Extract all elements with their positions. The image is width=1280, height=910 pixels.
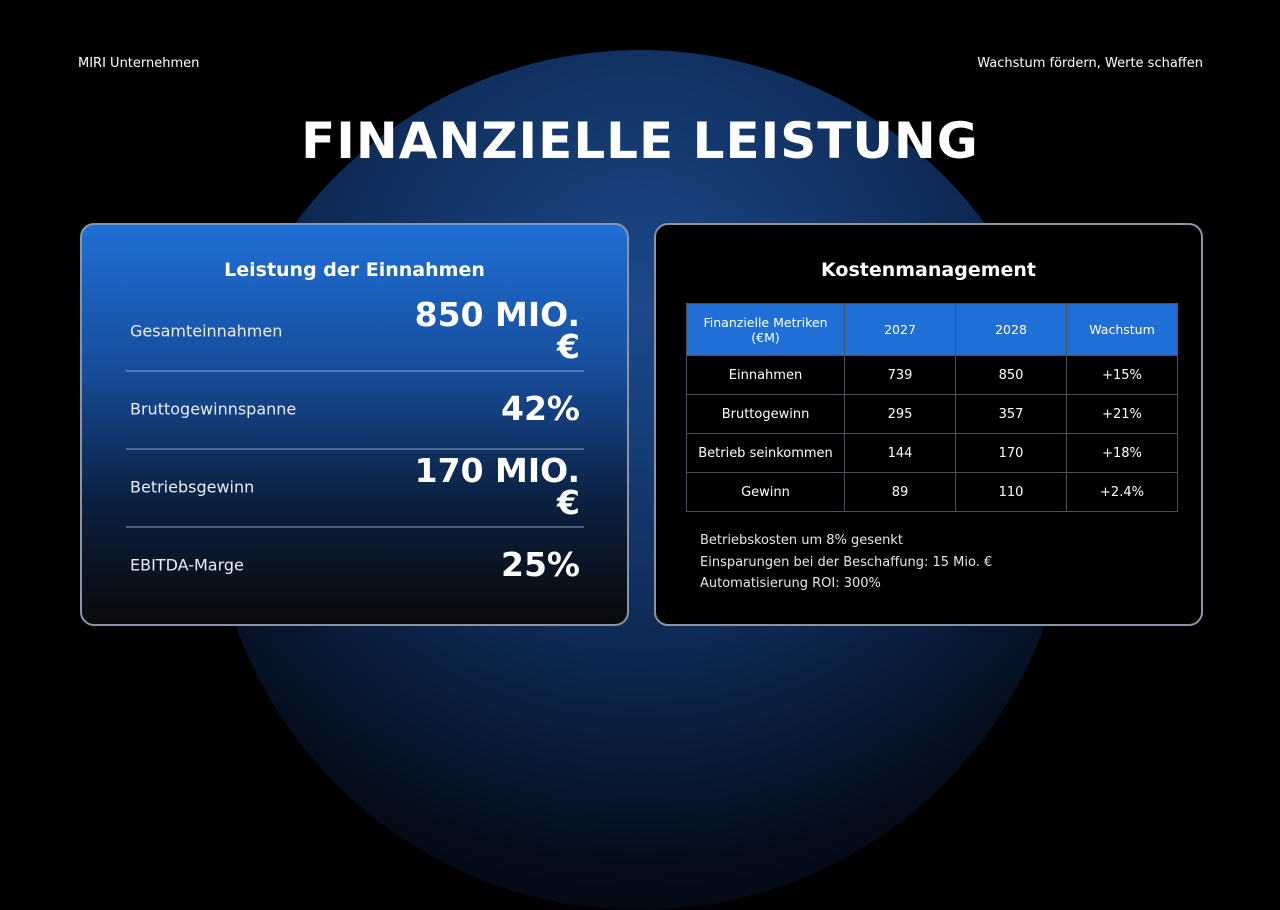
- tagline: Wachstum fördern, Werte schaffen: [977, 56, 1203, 71]
- table-cell: 170: [955, 433, 1067, 473]
- table-cell: Einnahmen: [686, 355, 845, 395]
- column-header: 2028: [955, 303, 1067, 356]
- note: Automatisierung ROI: 300%: [700, 576, 881, 591]
- table-cell: 110: [955, 472, 1067, 512]
- table-cell: 144: [844, 433, 956, 473]
- metric-label: Gesamteinnahmen: [130, 321, 283, 341]
- metric-value: 25%: [501, 545, 580, 584]
- metric-value: 850 MIO. €: [414, 295, 580, 366]
- metric-row: Bruttogewinnspanne 42%: [126, 370, 584, 450]
- card-heading: Leistung der Einnahmen: [224, 259, 485, 281]
- column-header: Finanzielle Metriken (€M): [686, 303, 845, 356]
- metric-label: EBITDA-Marge: [130, 555, 244, 575]
- cost-card: Kostenmanagement Finanzielle Metriken (€…: [654, 223, 1203, 626]
- card-heading: Kostenmanagement: [821, 259, 1036, 281]
- column-header: 2027: [844, 303, 956, 356]
- metric-row: EBITDA-Marge 25%: [126, 526, 584, 604]
- table-row: Betrieb seinkommen 144 170 +18%: [686, 433, 1178, 473]
- metric-label: Betriebsgewinn: [130, 477, 255, 497]
- table-cell: 357: [955, 394, 1067, 434]
- notes: Betriebskosten um 8% gesenkt Einsparungen…: [700, 530, 992, 595]
- table-row: Einnahmen 739 850 +15%: [686, 355, 1178, 395]
- table-cell: +15%: [1066, 355, 1178, 395]
- slide-title: FINANZIELLE LEISTUNG: [301, 112, 979, 170]
- table-cell: Betrieb seinkommen: [686, 433, 845, 473]
- metric-value: 42%: [501, 389, 580, 428]
- table-cell: 739: [844, 355, 956, 395]
- revenue-card: Leistung der Einnahmen Gesamteinnahmen 85…: [80, 223, 629, 626]
- note: Einsparungen bei der Beschaffung: 15 Mio…: [700, 554, 993, 570]
- slide: MIRI Unternehmen Wachstum fördern, Werte…: [78, 50, 1203, 910]
- company-name: MIRI Unternehmen: [78, 56, 200, 71]
- table-cell: +18%: [1066, 433, 1178, 473]
- table-cell: +2.4%: [1066, 472, 1178, 512]
- table-row: Gewinn 89 110 +2.4%: [686, 472, 1178, 512]
- metric-row: Betriebsgewinn 170 MIO. €: [126, 448, 584, 528]
- table-cell: 850: [955, 355, 1067, 395]
- table-cell: Bruttogewinn: [686, 394, 845, 434]
- cost-table: Finanzielle Metriken (€M) 2027 2028 Wachstu…: [686, 303, 1178, 512]
- table-cell: 295: [844, 394, 956, 434]
- table-cell: +21%: [1066, 394, 1178, 434]
- table-cell: 89: [844, 472, 956, 512]
- table-body: Einnahmen 739 850 +15% Bruttogewinn 295 357 +21…: [686, 355, 1178, 512]
- table-cell: Gewinn: [686, 472, 845, 512]
- metric-row: Gesamteinnahmen 850 MIO. €: [126, 292, 584, 372]
- note: Betriebskosten um 8% gesenkt: [700, 533, 903, 548]
- column-header: Wachstum: [1066, 303, 1178, 356]
- table-row: Bruttogewinn 295 357 +21%: [686, 394, 1178, 434]
- metric-value: 170 MIO. €: [414, 451, 580, 522]
- table-header: Finanzielle Metriken (€M) 2027 2028 Wachstu…: [686, 303, 1178, 356]
- metric-label: Bruttogewinnspanne: [130, 399, 297, 419]
